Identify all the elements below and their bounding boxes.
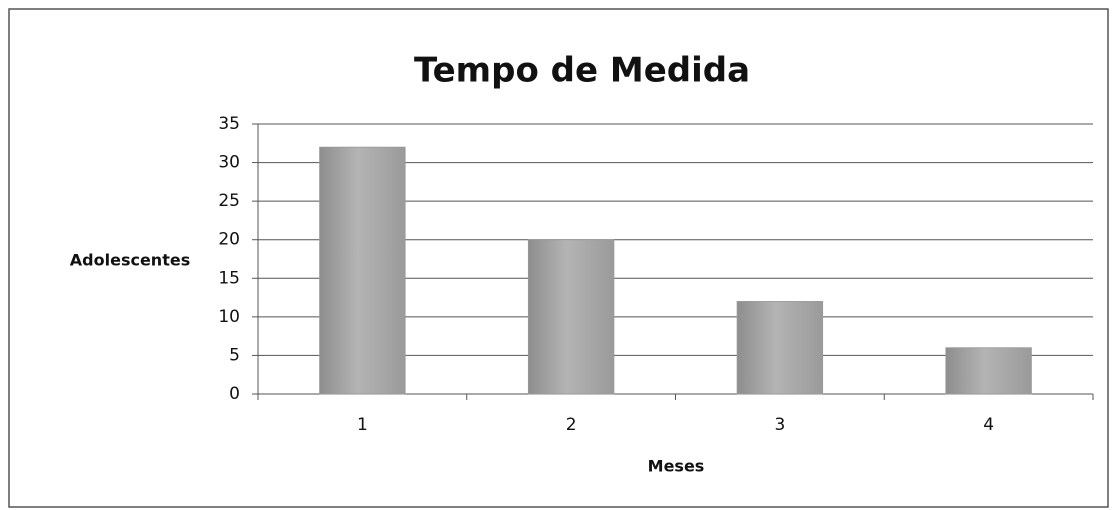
y-tick-label: 0 <box>229 384 240 404</box>
x-tick-label: 1 <box>357 415 368 435</box>
y-tick-label: 20 <box>218 230 240 250</box>
y-tick-label: 5 <box>229 345 240 365</box>
bar <box>736 301 824 395</box>
bar <box>319 146 406 395</box>
y-tick-label: 25 <box>218 191 240 211</box>
y-axis-title: Adolescentes <box>70 251 190 270</box>
bar <box>527 239 615 395</box>
y-tick-label: 30 <box>218 153 240 173</box>
x-tick-label: 2 <box>566 415 577 435</box>
chart-title: Tempo de Medida <box>414 51 750 91</box>
x-tick-label: 3 <box>774 415 785 435</box>
x-tick-label: 4 <box>983 415 994 435</box>
x-axis-title: Meses <box>648 457 705 476</box>
y-tick-label: 35 <box>218 114 240 134</box>
bar <box>945 347 1032 395</box>
y-tick-label: 10 <box>218 307 240 327</box>
y-tick-label: 15 <box>218 268 240 288</box>
